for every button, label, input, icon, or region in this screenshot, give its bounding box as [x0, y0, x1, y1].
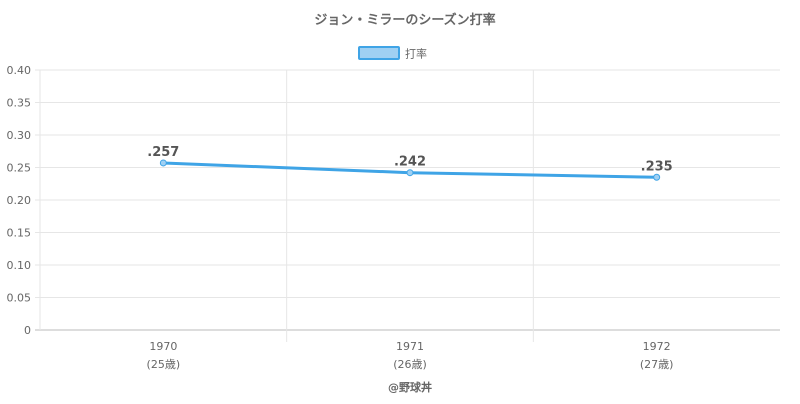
data-point: [406, 169, 414, 177]
y-tick-label: 0.40: [7, 64, 32, 77]
y-tick-label: 0.10: [7, 259, 32, 272]
x-tick-label: 1970: [149, 340, 177, 353]
y-axis-ticks: 0 0.05 0.10 0.15 0.20 0.25 0.30 0.35 0.40: [7, 64, 32, 337]
data-label: .257: [147, 145, 179, 160]
data-labels: .257 .242 .235: [147, 145, 672, 174]
y-tick-label: 0: [24, 324, 31, 337]
credit-label: @野球丼: [388, 380, 432, 394]
x-tick-label: 1971: [396, 340, 424, 353]
legend-label: 打率: [405, 47, 427, 61]
x-tick-age-label: (25歳): [147, 358, 181, 371]
y-tick-label: 0.20: [7, 194, 32, 207]
x-tick-age-label: (26歳): [393, 358, 427, 371]
chart-title: ジョン・ミラーのシーズン打率: [314, 12, 495, 28]
y-tick-label: 0.05: [7, 292, 32, 305]
data-point: [653, 173, 661, 181]
data-label: .242: [394, 155, 426, 170]
legend-swatch: [358, 46, 400, 60]
x-tick-age-label: (27歳): [640, 358, 674, 371]
y-tick-label: 0.15: [7, 227, 32, 240]
data-label: .235: [641, 159, 673, 174]
y-tick-label: 0.30: [7, 129, 32, 142]
data-point: [159, 159, 167, 167]
x-axis-ticks: 1970 (25歳) 1971 (26歳) 1972 (27歳): [147, 340, 674, 371]
series-batting-average: [159, 159, 661, 181]
grid: [35, 69, 780, 342]
legend[interactable]: 打率: [358, 46, 427, 61]
y-tick-label: 0.25: [7, 162, 32, 175]
y-tick-label: 0.35: [7, 97, 32, 110]
x-tick-label: 1972: [643, 340, 671, 353]
